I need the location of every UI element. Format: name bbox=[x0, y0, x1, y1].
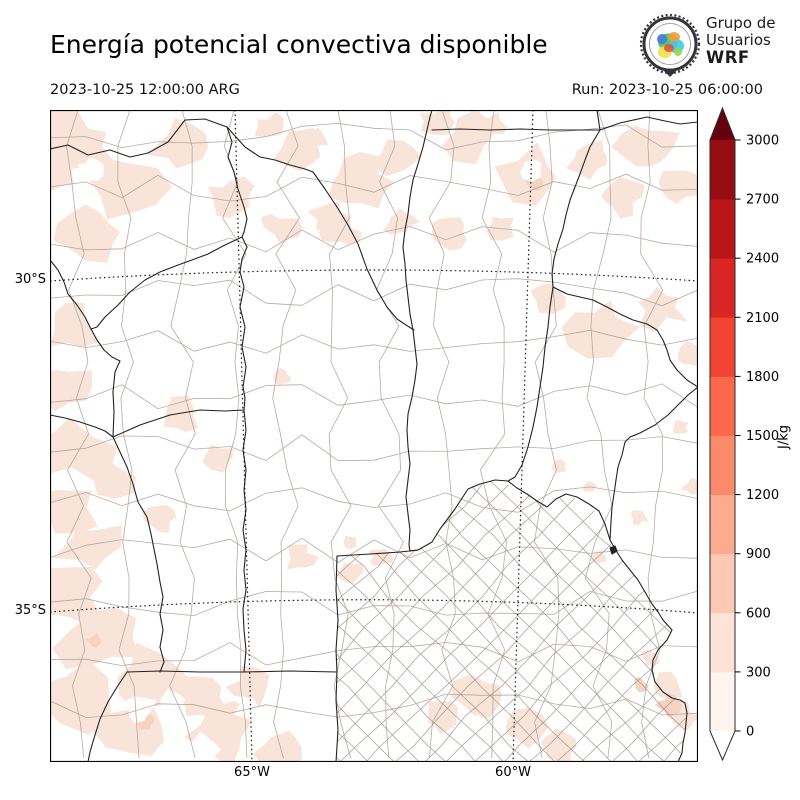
graticule bbox=[50, 110, 698, 762]
colorbar: 0 300 600 900 1200 1500 1800 2100 2400 2700 3000 bbox=[705, 100, 800, 772]
colorbar-canvas: 0 300 600 900 1200 1500 1800 2100 2400 2700 3000 bbox=[709, 106, 779, 762]
svg-text:1500: 1500 bbox=[746, 429, 779, 444]
department-boundaries bbox=[50, 110, 698, 759]
lat-tick-label-1: 35°S bbox=[14, 603, 46, 618]
svg-text:2400: 2400 bbox=[746, 252, 779, 267]
lon-tick-label-1: 60°W bbox=[495, 765, 531, 780]
svg-text:1200: 1200 bbox=[746, 488, 779, 503]
svg-text:300: 300 bbox=[746, 665, 771, 680]
colorbar-ticks bbox=[735, 139, 741, 732]
logo-line1: Grupo de bbox=[706, 14, 776, 32]
map-area bbox=[50, 110, 698, 762]
colorbar-segments bbox=[710, 108, 735, 760]
globe-emblem-icon bbox=[639, 13, 701, 77]
wrf-users-group-logo: Grupo de Usuarios WRF bbox=[638, 12, 798, 78]
buenos-aires-partidos-boundaries bbox=[337, 480, 687, 762]
svg-text:900: 900 bbox=[746, 547, 771, 562]
svg-text:1800: 1800 bbox=[746, 370, 779, 385]
logo-line2: Usuarios bbox=[706, 30, 771, 49]
lat-tick-label-0: 30°S bbox=[14, 272, 46, 287]
page-title: Energía potencial convectiva disponible bbox=[50, 30, 548, 59]
svg-text:600: 600 bbox=[746, 606, 771, 621]
logo-text: Grupo de Usuarios WRF bbox=[706, 15, 776, 67]
colorbar-unit-label: J/kg bbox=[776, 425, 792, 449]
svg-text:2100: 2100 bbox=[746, 311, 779, 326]
svg-text:2700: 2700 bbox=[746, 193, 779, 208]
lon-tick-label-0: 65°W bbox=[234, 765, 270, 780]
colorbar-tick-labels: 0 300 600 900 1200 1500 1800 2100 2400 2700 3000 bbox=[746, 134, 779, 740]
cape-shading bbox=[50, 110, 698, 762]
province-boundaries bbox=[50, 110, 698, 762]
map-frame bbox=[50, 110, 698, 762]
logo-line3: WRF bbox=[706, 47, 750, 67]
map-canvas bbox=[50, 110, 698, 762]
run-time-label: Run: 2023-10-25 06:00:00 bbox=[571, 82, 763, 98]
svg-text:0: 0 bbox=[746, 725, 754, 740]
valid-time-label: 2023-10-25 12:00:00 ARG bbox=[50, 82, 240, 98]
svg-text:3000: 3000 bbox=[746, 134, 779, 149]
